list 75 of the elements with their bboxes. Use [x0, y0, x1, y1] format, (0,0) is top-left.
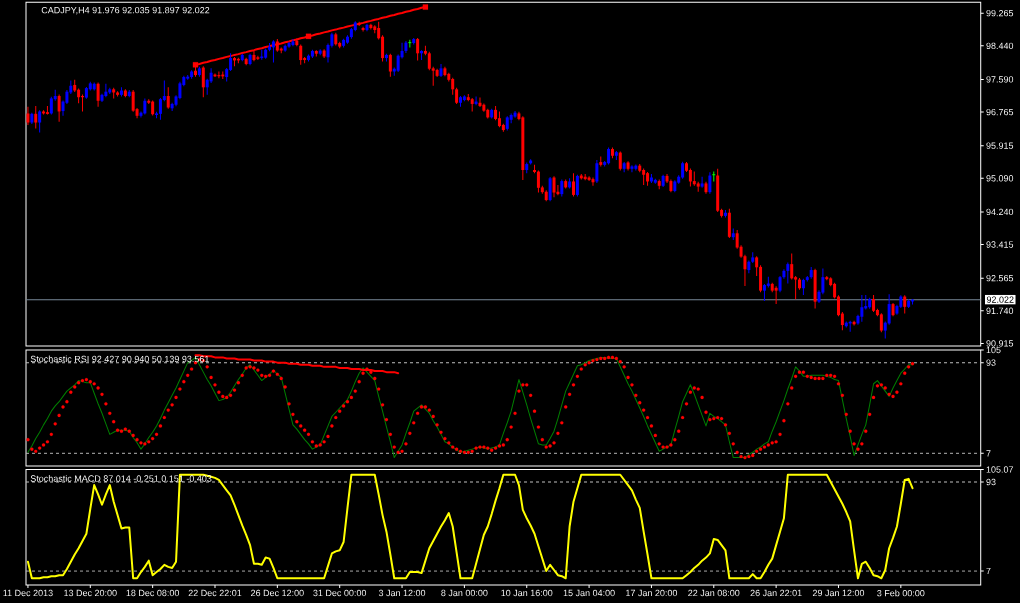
x-tick-label: 8 Jan 00:00 — [441, 589, 488, 597]
candlestick — [595, 159, 599, 184]
candlestick — [591, 177, 595, 187]
candlestick — [700, 176, 704, 189]
candlestick — [786, 262, 790, 285]
x-tick-label: 26 Jan 22:01 — [750, 589, 802, 597]
candlestick — [688, 167, 692, 188]
point — [305, 33, 312, 39]
candlestick — [552, 175, 556, 198]
ref-line-label: 92.022 — [986, 296, 1014, 303]
candlestick — [252, 50, 256, 62]
x-tick-label: 13 Dec 20:00 — [64, 589, 117, 597]
y-tick-label: 98.440 — [986, 42, 1014, 49]
x-tick-label: 11 Dec 2013 — [3, 589, 53, 597]
x-tick-label: 15 Jan 04:00 — [563, 589, 615, 597]
x-tick-label: 18 Dec 08:00 — [126, 589, 180, 597]
x-tick-label: 26 Dec 12:00 — [251, 589, 304, 597]
candlestick — [790, 252, 794, 281]
x-tick-label: 29 Jan 12:00 — [812, 589, 865, 597]
point — [192, 62, 199, 68]
chart-title: Stochastic RSI 92.427 90.940 50.139 93.561 — [30, 355, 209, 363]
candlestick — [903, 294, 907, 315]
x-tick-label: 3 Jan 12:00 — [378, 589, 426, 597]
y-tick-label: 97.590 — [986, 76, 1014, 83]
y-tick-label: 90.915 — [986, 340, 1014, 347]
candlestick — [104, 83, 108, 98]
y-tick-label: 92.565 — [986, 274, 1014, 282]
y-tick-label: 91.740 — [986, 307, 1014, 314]
candlestick — [634, 163, 638, 171]
candlestick — [759, 264, 763, 293]
candlestick — [755, 255, 759, 277]
candlestick — [299, 44, 303, 66]
candlestick — [630, 164, 634, 173]
candlestick — [361, 26, 365, 33]
y-tick-label: 95.090 — [986, 175, 1014, 182]
candlestick — [774, 285, 778, 305]
y-tick-label: 93 — [986, 359, 996, 366]
y-tick-label: 95.915 — [986, 142, 1014, 149]
candlestick — [860, 294, 864, 323]
candlestick — [879, 312, 883, 333]
candlestick — [548, 176, 552, 202]
candlestick — [369, 23, 373, 31]
y-tick-label: 93.415 — [986, 241, 1014, 248]
candlestick — [572, 172, 575, 197]
candlestick — [96, 82, 100, 108]
candlestick — [618, 150, 622, 171]
candlestick — [388, 53, 392, 78]
x-tick-label: 17 Jan 20:00 — [626, 589, 678, 597]
y-tick-label: 96.765 — [986, 108, 1014, 116]
candlestick — [38, 109, 42, 133]
candlestick — [209, 67, 213, 84]
chart-title: CADJPY,H4 91.976 92.035 91.897 92.022 — [41, 6, 210, 15]
candlestick — [34, 105, 38, 129]
x-tick-label: 31 Dec 00:00 — [313, 589, 367, 597]
candlestick — [166, 86, 170, 110]
candlestick — [708, 171, 712, 195]
y-tick-label: 105 — [986, 346, 1001, 354]
x-tick-label: 22 Jan 08:00 — [688, 589, 740, 597]
y-tick-label: 93 — [986, 478, 996, 486]
candlestick — [575, 174, 579, 197]
candlestick — [478, 97, 482, 108]
candlestick — [536, 169, 540, 194]
candlestick — [256, 55, 260, 61]
x-tick-label: 3 Feb 00:00 — [877, 589, 925, 597]
candlestick — [201, 65, 205, 98]
candlestick — [57, 93, 61, 123]
x-tick-label: 10 Jan 16:00 — [501, 589, 553, 597]
y-tick-label: 105.07 — [986, 466, 1014, 473]
candlestick — [427, 51, 431, 71]
x-tick-label: 22 Dec 22:01 — [188, 589, 242, 597]
y-tick-label: 7 — [986, 450, 991, 457]
y-tick-label: 99.265 — [986, 10, 1014, 17]
y-tick-label: 7 — [986, 567, 991, 575]
point — [422, 4, 429, 10]
y-tick-label: 94.240 — [986, 208, 1014, 216]
